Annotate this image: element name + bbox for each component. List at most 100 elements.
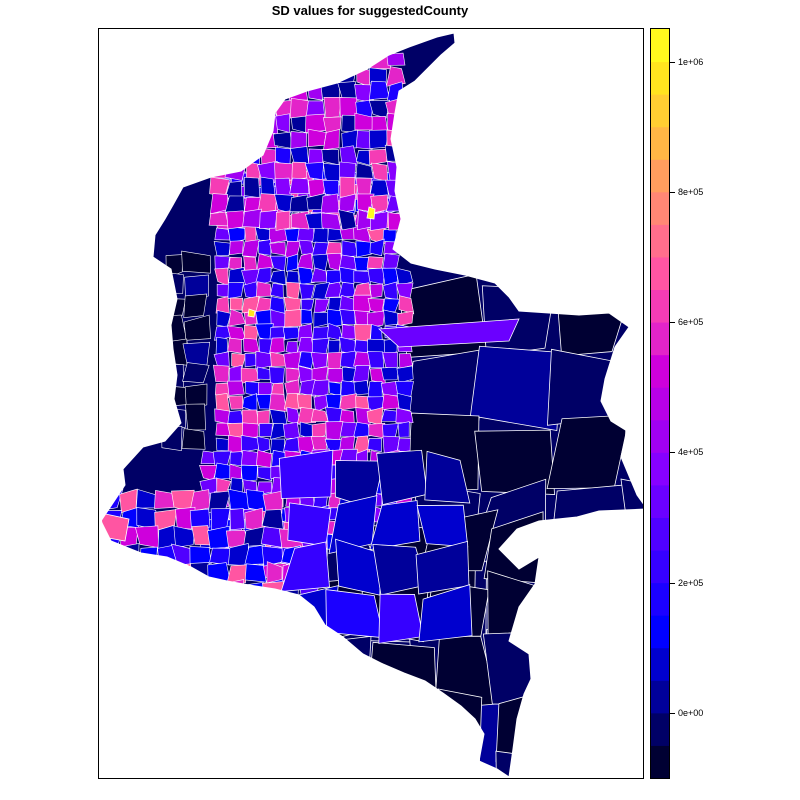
municipality-polygon: [307, 81, 323, 101]
municipality-polygon: [255, 350, 273, 370]
municipality-polygon: [311, 379, 330, 397]
municipality-polygon: [260, 526, 283, 548]
municipality-polygon: [258, 239, 272, 256]
municipality-polygon: [102, 564, 120, 586]
color-key-ramp: [651, 29, 669, 778]
municipality-polygon: [339, 176, 356, 198]
color-key-swatch: [651, 680, 669, 714]
municipality-polygon: [209, 547, 232, 566]
municipality-polygon: [289, 177, 310, 194]
municipality-polygon: [154, 578, 176, 600]
municipality-polygon: [397, 310, 414, 327]
municipality-polygon: [547, 484, 632, 572]
municipality-polygon: [339, 435, 356, 451]
municipality-polygon: [242, 208, 262, 228]
municipality-polygon: [311, 422, 327, 440]
color-key-tick: [670, 191, 675, 193]
municipality-polygon: [275, 113, 290, 133]
municipality-polygon: [381, 393, 400, 410]
municipality-polygon: [255, 281, 272, 298]
municipality-polygon: [287, 502, 332, 547]
municipality-polygon: [369, 283, 384, 299]
municipality-polygon: [299, 283, 315, 300]
municipality-polygon: [278, 449, 334, 499]
municipality-polygon: [353, 380, 370, 396]
municipality-polygon: [229, 297, 244, 311]
color-key-tick-label: 0e+00: [678, 707, 704, 718]
municipality-polygon: [282, 326, 300, 340]
municipality-polygon: [369, 211, 389, 231]
color-key-tick: [670, 712, 675, 714]
municipality-polygon: [367, 267, 386, 285]
municipality-polygon: [229, 240, 244, 256]
municipality-polygon: [181, 428, 206, 450]
municipality-polygon: [325, 269, 343, 285]
municipality-polygon: [322, 179, 340, 196]
color-key-tick-label: 4e+05: [678, 447, 704, 458]
municipality-polygon: [495, 690, 553, 762]
municipality-polygon: [188, 598, 213, 619]
municipality-polygon: [226, 564, 248, 584]
municipality-polygon: [380, 366, 400, 381]
municipality-polygon: [241, 450, 259, 467]
municipality-polygon: [207, 597, 230, 618]
municipality-polygon: [243, 177, 261, 199]
municipality-polygon: [259, 209, 278, 229]
municipality-polygon: [338, 209, 357, 231]
municipality-polygon: [262, 490, 283, 514]
color-key-swatch: [651, 354, 669, 388]
color-key-swatch: [651, 256, 669, 291]
municipality-polygon: [136, 579, 156, 603]
municipality-polygon: [241, 239, 260, 258]
municipality-polygon: [355, 162, 374, 179]
municipality-polygon: [370, 324, 383, 342]
municipality-polygon: [184, 383, 208, 410]
municipality-polygon: [256, 253, 273, 272]
municipality-polygon: [339, 266, 357, 285]
municipality-polygon: [183, 293, 208, 318]
municipality-polygon: [387, 212, 404, 231]
municipality-polygon: [368, 148, 388, 166]
municipality-polygon: [254, 226, 271, 241]
municipality-polygon: [243, 116, 263, 135]
municipality-polygon: [437, 688, 483, 765]
color-key-swatch: [651, 517, 669, 551]
color-key-tick-label: 8e+05: [678, 186, 704, 197]
municipality-polygon: [228, 488, 250, 510]
municipality-polygon: [395, 381, 414, 397]
municipality-polygon: [258, 423, 273, 437]
municipality-polygon: [341, 129, 359, 149]
municipality-polygon: [320, 193, 340, 214]
municipality-polygon: [418, 584, 473, 643]
municipality-polygon: [396, 392, 412, 411]
municipality-polygon: [269, 241, 286, 256]
municipality-polygon: [274, 193, 295, 214]
color-key-swatch: [651, 94, 669, 128]
municipality-polygon: [118, 579, 139, 600]
municipality-polygon: [270, 282, 284, 299]
municipality-polygon: [312, 326, 330, 340]
municipality-polygon: [313, 298, 330, 314]
municipality-polygon: [227, 380, 245, 396]
color-key-swatch: [651, 615, 669, 649]
municipality-polygon: [161, 425, 183, 452]
municipality-polygon: [288, 81, 309, 101]
municipality-polygon: [227, 337, 242, 354]
municipality-polygon: [305, 212, 325, 230]
municipality-polygon: [226, 128, 245, 151]
municipality-polygon: [387, 112, 406, 133]
municipality-polygon: [227, 226, 246, 244]
color-key-swatch: [651, 452, 669, 486]
municipality-polygon: [288, 65, 311, 86]
municipality-polygon: [301, 755, 375, 777]
municipality-polygon: [215, 336, 229, 356]
municipality-polygon: [228, 395, 244, 410]
color-key-tick: [670, 582, 675, 584]
municipality-polygon: [173, 525, 196, 548]
municipality-polygon: [386, 52, 406, 66]
municipality-polygon: [118, 543, 140, 566]
municipality-polygon: [320, 212, 342, 231]
municipality-polygon: [297, 266, 315, 285]
municipality-polygon: [367, 438, 382, 453]
municipality-polygon: [269, 366, 285, 385]
